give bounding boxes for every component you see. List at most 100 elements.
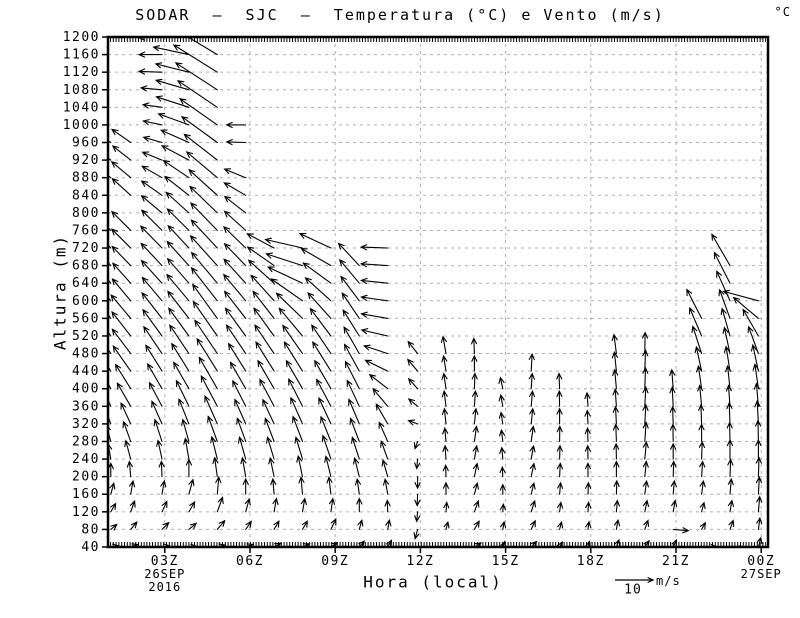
wind-arrow xyxy=(244,497,251,513)
wind-arrow xyxy=(584,409,591,425)
x-tick-label: 18Z xyxy=(577,554,605,569)
wind-arrow xyxy=(234,398,247,425)
wind-arrow xyxy=(246,246,275,267)
wind-arrow xyxy=(378,421,389,443)
wind-arrow xyxy=(441,372,448,390)
wind-arrow xyxy=(360,277,389,285)
wind-arrow xyxy=(557,501,564,513)
wind-arrow xyxy=(167,224,190,249)
wind-arrow xyxy=(726,401,733,425)
wind-arrow xyxy=(163,175,190,196)
wind-arrow xyxy=(413,528,420,540)
wind-arrow xyxy=(442,426,449,443)
wind-arrow xyxy=(111,328,132,355)
wind-arrow xyxy=(186,37,218,56)
wind-arrow xyxy=(312,340,332,372)
wind-arrow xyxy=(189,185,218,214)
wind-arrow xyxy=(320,415,332,443)
wind-arrow xyxy=(111,310,132,337)
wind-arrow xyxy=(727,499,735,513)
wind-arrow xyxy=(298,233,332,249)
wind-arrow xyxy=(216,519,226,530)
wind-arrow xyxy=(343,326,360,355)
wind-arrow xyxy=(384,499,391,513)
wind-arrow xyxy=(188,522,198,530)
wind-arrow xyxy=(670,479,677,495)
y-axis-title: Altura (m) xyxy=(50,233,70,351)
x-tick-label: 06Z xyxy=(236,554,264,569)
wind-arrow xyxy=(273,520,280,530)
wind-arrow xyxy=(270,278,304,302)
wind-arrow xyxy=(210,435,218,460)
wind-arrow xyxy=(358,540,366,547)
wind-arrow xyxy=(385,518,392,530)
wind-arrow xyxy=(157,112,190,126)
wind-arrow xyxy=(414,511,421,523)
wind-arrow xyxy=(500,520,507,530)
wind-arrow xyxy=(264,417,275,443)
wind-arrow xyxy=(349,417,360,443)
y-tick-label: 120 xyxy=(72,505,100,520)
y-tick-label: 1080 xyxy=(63,83,100,98)
wind-arrow xyxy=(557,520,564,530)
wind-arrow xyxy=(222,273,247,302)
wind-arrow xyxy=(130,521,138,530)
wind-arrow xyxy=(727,477,734,495)
wind-arrow xyxy=(272,497,279,513)
wind-arrow xyxy=(225,138,247,146)
wind-arrow xyxy=(556,462,564,478)
wind-arrow xyxy=(642,386,649,407)
wind-arrow xyxy=(266,436,275,460)
wind-arrow xyxy=(185,458,193,478)
wind-arrow xyxy=(174,62,218,91)
wind-arrow xyxy=(556,389,563,407)
wind-arrow xyxy=(173,361,190,390)
x-date-label: 27SEP xyxy=(741,567,782,581)
wind-arrow xyxy=(141,151,163,161)
wind-arrow xyxy=(153,418,163,443)
wind-arrow xyxy=(642,366,649,390)
wind-arrow xyxy=(473,542,483,547)
x-date-label: 2016 xyxy=(148,580,181,594)
wind-arrow xyxy=(307,292,332,319)
wind-arrow xyxy=(470,337,478,355)
wind-arrow xyxy=(498,411,505,425)
wind-arrow xyxy=(266,266,304,284)
wind-arrow xyxy=(129,499,136,513)
wind-arrow xyxy=(441,389,448,407)
wind-arrow xyxy=(362,344,389,355)
wind-arrow xyxy=(161,521,170,530)
wind-arrow xyxy=(265,252,304,267)
wind-arrow xyxy=(180,116,218,144)
wind-arrow xyxy=(529,462,536,478)
wind-arrow xyxy=(756,495,763,513)
wind-arrow xyxy=(142,119,163,126)
y-tick-label: 720 xyxy=(72,241,100,256)
wind-arrow xyxy=(242,477,249,495)
wind-arrow xyxy=(341,292,360,319)
wind-arrow xyxy=(188,500,196,513)
x-tick-label: 09Z xyxy=(321,554,349,569)
wind-arrow xyxy=(324,455,332,478)
wind-arrow xyxy=(108,426,112,443)
wind-arrow xyxy=(262,398,275,425)
wind-arrow xyxy=(713,251,731,284)
wind-arrow xyxy=(166,208,190,231)
wind-arrow xyxy=(722,326,731,355)
wind-arrow xyxy=(732,296,759,319)
wind-arrow xyxy=(528,389,536,407)
wind-arrow xyxy=(140,259,163,284)
wind-arrow xyxy=(192,300,218,337)
wind-arrow xyxy=(642,460,649,478)
wind-arrow xyxy=(698,403,705,425)
y-tick-label: 920 xyxy=(72,153,100,168)
wind-arrow xyxy=(321,434,332,460)
wind-arrow xyxy=(754,399,761,425)
wind-arrow xyxy=(169,324,190,355)
wind-arrow xyxy=(111,177,132,196)
wind-arrow xyxy=(108,296,112,302)
wind-arrow xyxy=(304,277,332,302)
temperature-unit-label: °C xyxy=(774,5,791,19)
wind-arrow xyxy=(442,444,449,460)
wind-arrow xyxy=(145,344,163,372)
